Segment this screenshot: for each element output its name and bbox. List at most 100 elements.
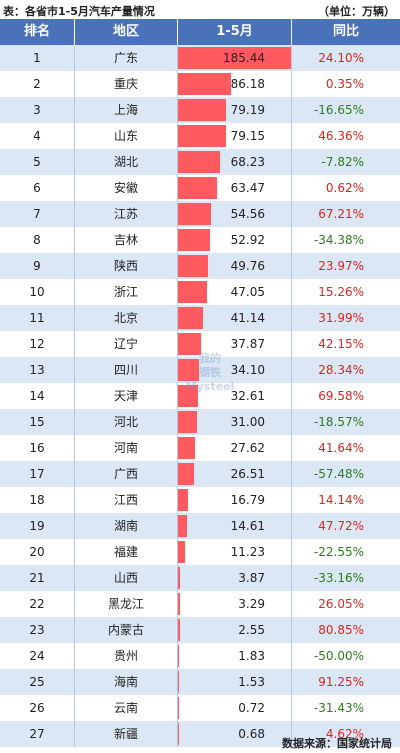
value-bar [178, 567, 181, 589]
yoy-cell: 14.14% [318, 493, 364, 507]
value-bar [178, 307, 204, 329]
value-cell: 3.29 [178, 591, 292, 617]
region-cell: 吉林 [75, 227, 178, 253]
yoy-cell: -16.65% [313, 103, 364, 117]
value-label: 47.05 [230, 285, 265, 299]
value-bar [178, 489, 189, 511]
table-row: 24 贵州 1.83 -50.00% [0, 643, 400, 669]
value-bar [178, 463, 195, 485]
table-row: 22 黑龙江 3.29 26.05% [0, 591, 400, 617]
rank-cell: 6 [0, 175, 75, 201]
region-cell: 天津 [75, 383, 178, 409]
value-cell: 37.87 [178, 331, 292, 357]
rank-cell: 27 [0, 721, 75, 747]
value-label: 1.83 [238, 649, 265, 663]
rank-cell: 2 [0, 71, 75, 97]
value-cell: 11.23 [178, 539, 292, 565]
value-label: 185.44 [223, 51, 265, 65]
table-row: 19 湖南 14.61 47.72% [0, 513, 400, 539]
rank-cell: 11 [0, 305, 75, 331]
value-cell: 32.61 [178, 383, 292, 409]
yoy-cell: 80.85% [318, 623, 364, 637]
value-bar [178, 99, 227, 121]
header-yoy: 同比 [332, 24, 359, 39]
value-label: 3.87 [238, 571, 265, 585]
yoy-cell: 46.36% [318, 129, 364, 143]
header-region: 地区 [75, 19, 178, 45]
value-cell: 0.68 [178, 721, 292, 747]
table-row: 8 吉林 52.92 -34.38% [0, 227, 400, 253]
table-row: 26 云南 0.72 -31.43% [0, 695, 400, 721]
yoy-cell: 23.97% [318, 259, 364, 273]
value-bar [178, 203, 212, 225]
region-cell: 福建 [75, 539, 178, 565]
value-label: 14.61 [230, 519, 265, 533]
yoy-cell: 24.10% [318, 51, 364, 65]
region-cell: 辽宁 [75, 331, 178, 357]
rank-cell: 22 [0, 591, 75, 617]
value-bar [178, 515, 187, 537]
value-bar [178, 333, 202, 355]
value-bar [178, 593, 180, 615]
region-cell: 黑龙江 [75, 591, 178, 617]
value-bar [178, 255, 209, 277]
yoy-cell: 26.05% [318, 597, 364, 611]
yoy-cell: 15.26% [318, 285, 364, 299]
rank-cell: 5 [0, 149, 75, 175]
table-row: 23 内蒙古 2.55 80.85% [0, 617, 400, 643]
value-label: 41.14 [230, 311, 265, 325]
value-bar [178, 541, 185, 563]
table-row: 1 广东 185.44 24.10% [0, 45, 400, 71]
region-cell: 浙江 [75, 279, 178, 305]
yoy-cell: 4.62% [325, 727, 364, 741]
yoy-cell: 41.64% [318, 441, 364, 455]
value-label: 86.18 [230, 77, 265, 91]
region-cell: 云南 [75, 695, 178, 721]
rank-cell: 4 [0, 123, 75, 149]
value-cell: 14.61 [178, 513, 292, 539]
rank-cell: 25 [0, 669, 75, 695]
value-label: 34.10 [230, 363, 265, 377]
value-cell: 68.23 [178, 149, 292, 175]
rank-cell: 3 [0, 97, 75, 123]
table-row: 27 新疆 0.68 4.62% [0, 721, 400, 747]
rank-cell: 24 [0, 643, 75, 669]
yoy-cell: -50.00% [313, 649, 364, 663]
value-cell: 1.53 [178, 669, 292, 695]
value-cell: 2.55 [178, 617, 292, 643]
rank-cell: 18 [0, 487, 75, 513]
value-label: 54.56 [230, 207, 265, 221]
region-cell: 上海 [75, 97, 178, 123]
value-cell: 185.44 [178, 45, 292, 71]
region-cell: 内蒙古 [75, 617, 178, 643]
yoy-cell: 67.21% [318, 207, 364, 221]
value-label: 52.92 [230, 233, 265, 247]
table-row: 25 海南 1.53 91.25% [0, 669, 400, 695]
rank-cell: 14 [0, 383, 75, 409]
rank-cell: 15 [0, 409, 75, 435]
value-cell: 47.05 [178, 279, 292, 305]
value-label: 11.23 [230, 545, 265, 559]
region-cell: 新疆 [75, 721, 178, 747]
value-bar [178, 645, 180, 667]
rank-cell: 8 [0, 227, 75, 253]
table-row: 21 山西 3.87 -33.16% [0, 565, 400, 591]
table-row: 17 广西 26.51 -57.48% [0, 461, 400, 487]
value-bar [178, 385, 198, 407]
rank-cell: 26 [0, 695, 75, 721]
table-row: 3 上海 79.19 -16.65% [0, 97, 400, 123]
value-cell: 52.92 [178, 227, 292, 253]
rank-cell: 12 [0, 331, 75, 357]
rank-cell: 20 [0, 539, 75, 565]
table-row: 5 湖北 68.23 -7.82% [0, 149, 400, 175]
value-bar [178, 229, 211, 251]
region-cell: 安徽 [75, 175, 178, 201]
header-value: 1-5月 [178, 19, 292, 45]
value-label: 79.15 [230, 129, 265, 143]
table-row: 9 陕西 49.76 23.97% [0, 253, 400, 279]
table-row: 7 江苏 54.56 67.21% [0, 201, 400, 227]
table-row: 15 河北 31.00 -18.57% [0, 409, 400, 435]
value-label: 31.00 [230, 415, 265, 429]
value-cell: 86.18 [178, 71, 292, 97]
